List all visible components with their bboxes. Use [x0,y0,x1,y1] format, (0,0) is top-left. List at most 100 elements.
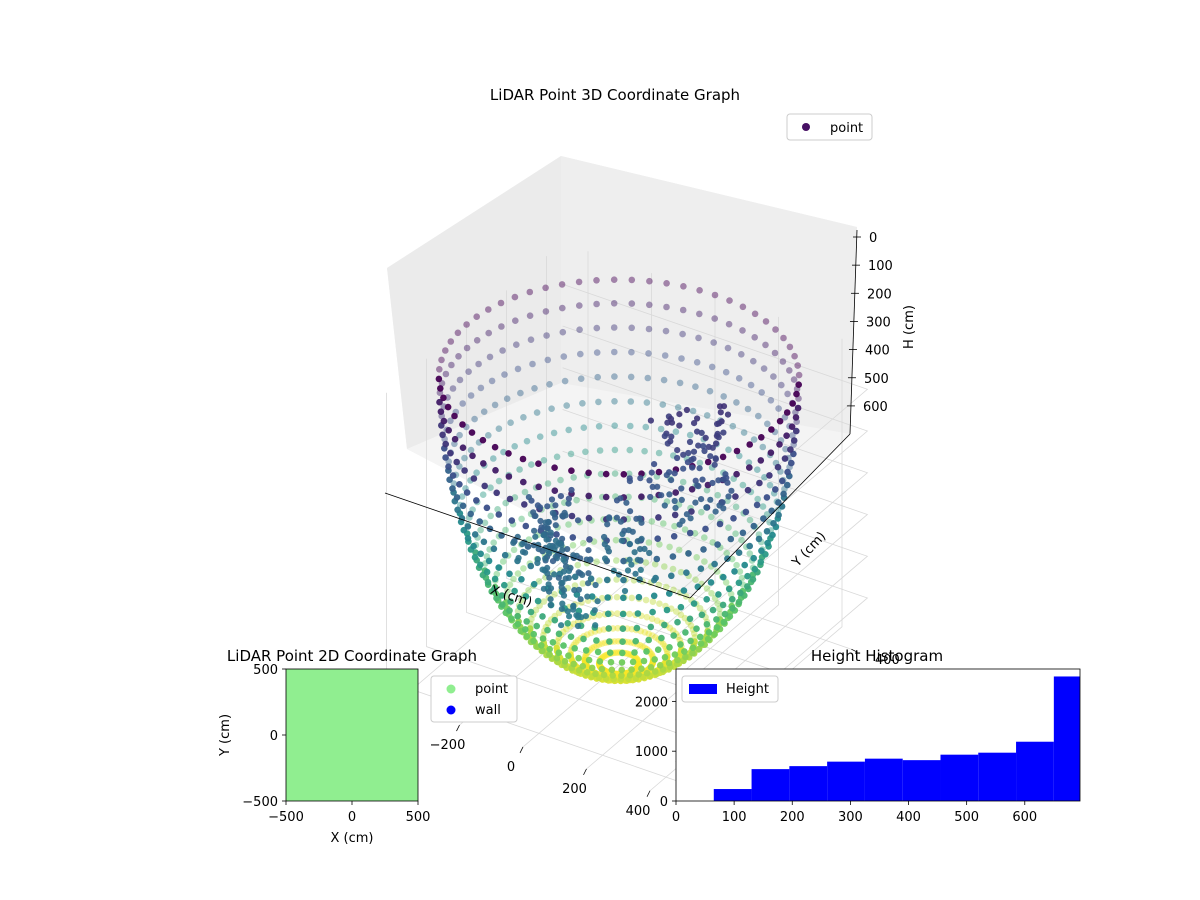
scatter-point [585,492,592,500]
scatter-point [649,598,657,605]
scatter-point [513,341,520,349]
scatter-point [504,587,511,594]
scatter-point [646,301,653,309]
cluster-point [671,470,678,477]
scatter-point [473,313,481,321]
scatter-point [682,653,689,661]
scatter-point [628,625,636,633]
cluster-point [575,569,582,576]
histogram-bar [1016,741,1054,801]
scatter-point [746,542,753,550]
histogram-bar [864,758,903,801]
cluster-point [715,477,722,484]
scatter-point [595,398,602,406]
cluster-point [521,539,528,546]
cluster-point [647,417,655,424]
scatter-point [735,598,743,606]
scatter-point [643,399,651,406]
scatter-point [461,467,468,474]
chart-3d: LiDAR Point 3D Coordinate Graph −400−200… [366,86,917,819]
scatter-point [573,496,580,504]
scatter-point [686,615,694,623]
scatter-point [673,608,680,615]
scatter-point [627,373,635,381]
scatter-point [681,526,689,533]
scatter-point [692,383,699,391]
histogram-bar [940,754,979,801]
scatter-point [579,580,587,587]
scatter-point [553,453,561,461]
scatter-point [665,659,673,667]
scatter-point [567,450,575,458]
scatter-point [596,577,603,584]
scatter-point [722,579,730,586]
scatter-point [493,489,501,497]
scatter-point [442,370,450,378]
cluster-point [663,472,670,479]
scatter-point [643,669,651,677]
scatter-point [523,437,531,445]
scatter-point [463,344,471,352]
cluster-point [515,554,522,562]
scatter-point [628,324,635,332]
cluster-point [613,514,621,521]
scatter-point [629,658,637,666]
cluster-point [565,500,572,507]
point-fill-region [286,669,418,801]
scatter-point [733,447,741,455]
scatter-point [442,454,449,461]
scatter-point [467,392,475,399]
scatter-point [523,632,531,640]
cluster-point [549,558,557,565]
cluster-point [544,525,551,532]
cluster-point [676,411,683,418]
scatter-point [710,339,717,346]
scatter-point [625,493,632,501]
scatter-point [551,591,558,598]
scatter-point [495,477,503,485]
y-axis-label-2d: Y (cm) [218,714,233,757]
cluster-point [549,509,557,517]
scatter-point [480,408,488,416]
cluster-point [546,542,554,549]
scatter-point [548,405,555,413]
scatter-point [687,622,695,629]
scatter-point [476,518,484,525]
cluster-point [591,607,598,614]
scatter-point [689,649,696,657]
scatter-point [598,594,606,602]
x-tick-label-2d: −500 [268,810,304,825]
scatter-point [695,334,702,342]
scatter-point [700,546,707,553]
scatter-point [671,522,678,530]
scatter-point [648,650,655,658]
legend-label-point: point [830,121,863,136]
cluster-point [647,493,654,501]
scatter-point [739,481,747,489]
scatter-point [689,407,697,415]
scatter-point [619,610,627,618]
scatter-point [725,446,732,454]
cluster-point [674,454,681,462]
scatter-point [735,375,743,382]
scatter-point [565,652,572,659]
legend-marker-point-2d [446,684,456,694]
cluster-point [552,543,560,550]
scatter-point [745,459,753,466]
scatter-point [603,576,611,584]
scatter-point [439,431,446,439]
scatter-point [627,398,635,405]
scatter-point [546,645,553,653]
cluster-point [694,415,701,422]
cluster-point [542,519,549,526]
cluster-point [688,456,695,464]
cluster-point [540,585,548,592]
cluster-point [552,502,559,509]
scatter-point [533,622,540,630]
scatter-point [449,485,456,492]
scatter-point [747,381,755,389]
scatter-point [705,629,713,636]
scatter-point [586,536,593,543]
scatter-point [771,349,779,357]
chart-2d-legend: point wall [430,675,518,723]
